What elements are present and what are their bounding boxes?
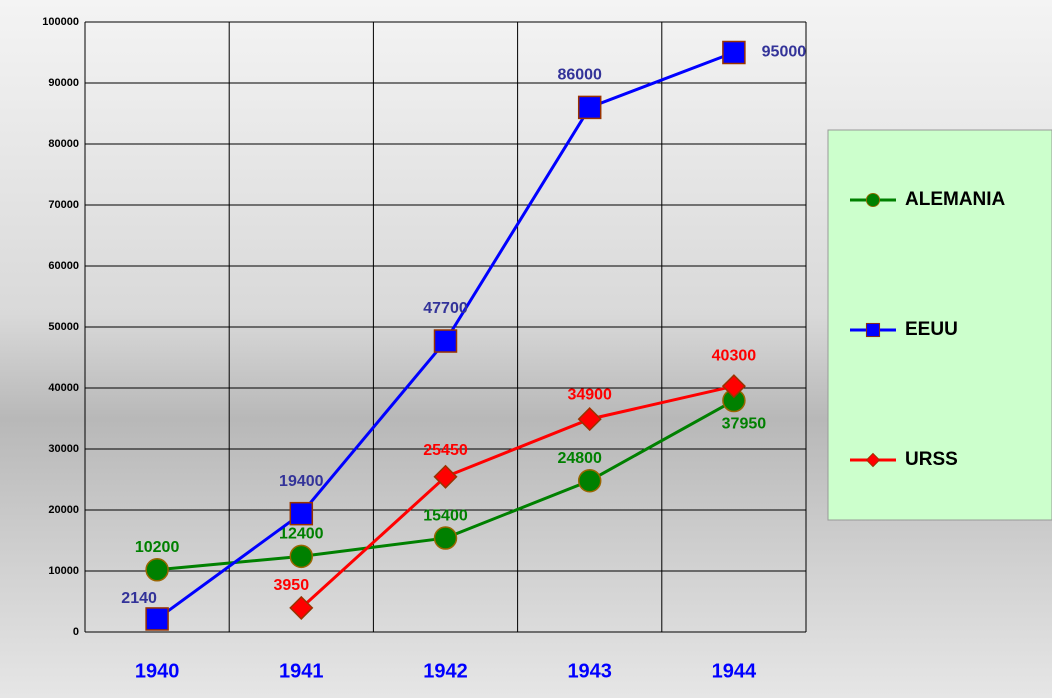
y-tick-label: 40000 <box>48 382 79 394</box>
data-label: 24800 <box>557 450 602 467</box>
data-point <box>145 558 169 582</box>
data-label: 19400 <box>279 473 324 490</box>
legend-marker <box>865 192 881 208</box>
data-label: 2140 <box>121 590 157 607</box>
y-tick-label: 30000 <box>48 443 79 455</box>
data-label: 25450 <box>423 442 468 459</box>
data-label: 12400 <box>279 526 324 543</box>
data-point <box>433 464 458 489</box>
data-point <box>721 374 746 399</box>
data-point <box>145 607 169 631</box>
y-tick-label: 50000 <box>48 321 79 333</box>
x-tick-label: 1942 <box>423 660 468 682</box>
data-label: 47700 <box>423 300 468 317</box>
data-point <box>577 468 602 493</box>
data-label: 37950 <box>722 416 767 433</box>
data-label: 3950 <box>274 577 310 594</box>
data-label: 40300 <box>712 347 757 364</box>
y-tick-label: 80000 <box>48 138 79 150</box>
data-point <box>722 40 746 65</box>
x-tick-label: 1940 <box>135 660 180 682</box>
y-tick-label: 90000 <box>48 77 79 89</box>
y-tick-label: 60000 <box>48 260 79 272</box>
data-point <box>289 501 314 526</box>
legend-marker <box>865 322 881 338</box>
legend-box <box>827 129 1052 521</box>
data-point <box>289 544 314 569</box>
y-tick-label: 100000 <box>42 16 79 28</box>
x-tick-label: 1943 <box>567 660 612 682</box>
data-point <box>433 329 458 353</box>
legend-marker <box>865 452 881 468</box>
data-label: 86000 <box>557 67 602 84</box>
y-tick-label: 0 <box>73 626 79 638</box>
data-label: 10200 <box>135 539 180 556</box>
data-label: 15400 <box>423 507 468 524</box>
y-tick-label: 10000 <box>48 565 79 577</box>
series-line <box>300 384 735 610</box>
data-point <box>577 95 602 120</box>
data-label: 34900 <box>567 386 612 403</box>
x-tick-label: 1941 <box>279 660 324 682</box>
data-point <box>289 595 314 620</box>
x-tick-label: 1944 <box>712 660 757 682</box>
data-point <box>577 407 602 432</box>
legend-label: URSS <box>905 449 958 470</box>
legend-label: ALEMANIA <box>905 189 1006 210</box>
data-label: 95000 <box>762 44 807 61</box>
y-tick-label: 70000 <box>48 199 79 211</box>
legend-label: EEUU <box>905 319 958 340</box>
y-tick-label: 20000 <box>48 504 79 516</box>
data-point <box>433 526 458 550</box>
